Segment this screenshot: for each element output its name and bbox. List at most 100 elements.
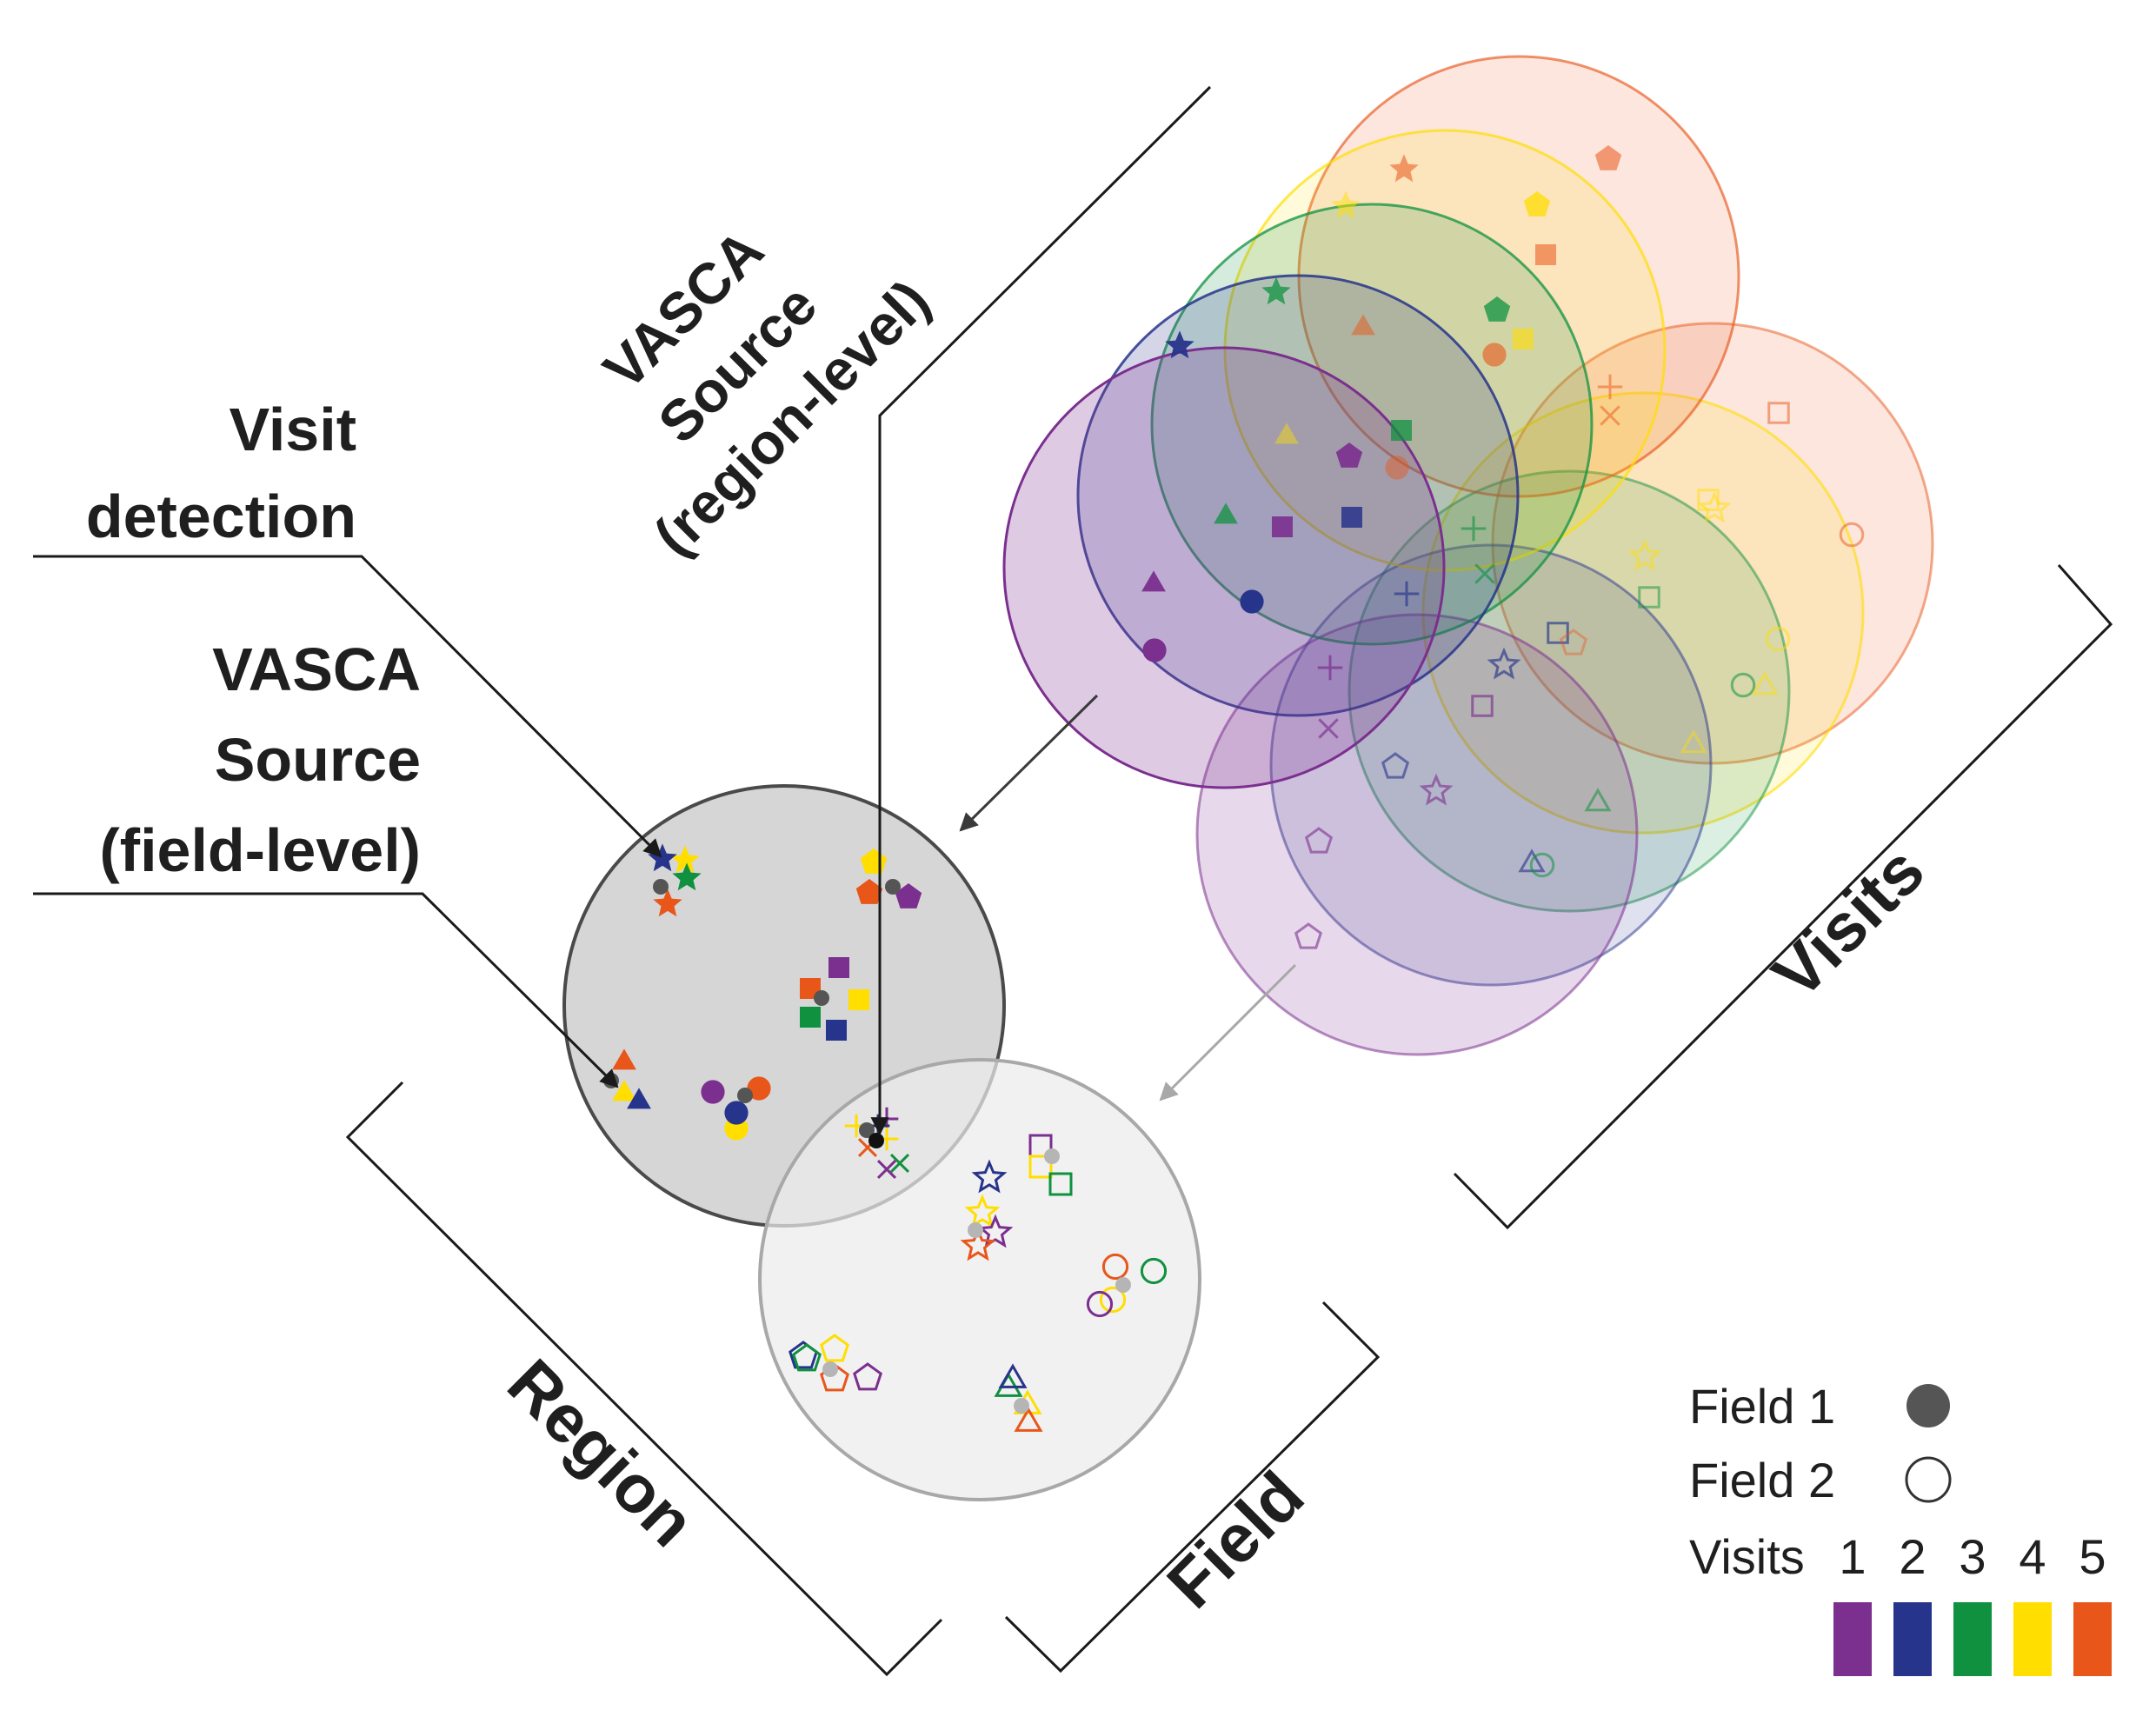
legend-field2-label: Field 2 [1689, 1453, 1835, 1507]
visit-detection-leader [33, 555, 662, 858]
legend: Field 1 Field 2 Visits 1 2 3 4 5 [1689, 1379, 2112, 1676]
field-bracket [1004, 1301, 1381, 1674]
visit3-square-marker [1391, 420, 1412, 441]
field2-visit5-circle [1491, 322, 1934, 765]
field2-source-dot-3 [1115, 1277, 1131, 1293]
region-visit1-cross-marker [876, 1159, 897, 1180]
field-visit3-circle-marker [1140, 1257, 1168, 1285]
region-bracket [345, 1081, 943, 1677]
source-field-leader [33, 892, 619, 1088]
visit1-pentagon-outline-marker [1304, 827, 1334, 854]
region-visit1-pentagon-marker [895, 883, 922, 908]
visit2-square-marker [1341, 507, 1362, 528]
source-field-line2: Source [215, 726, 421, 794]
region-visit1-circle-marker [701, 1080, 725, 1104]
field2-visit3-circle [1348, 469, 1791, 913]
legend-visit3-number: 3 [1959, 1529, 1986, 1584]
field-visit5-triangle-marker [1014, 1407, 1043, 1432]
legend-field2-marker [1905, 1456, 1952, 1503]
visit1-square-marker [1272, 516, 1293, 537]
visit4-star-outline-marker [1627, 538, 1662, 571]
visit5-circle-marker [1482, 343, 1507, 367]
visit4-square-marker [1513, 329, 1534, 349]
visit5-pentagon-marker [1594, 145, 1622, 170]
visit3-triangle-marker [1214, 502, 1238, 524]
field2-visit1-circle [1195, 613, 1639, 1056]
visits-to-field-arrow [1159, 963, 1297, 1101]
field-visit4-square-marker [1028, 1155, 1053, 1179]
visit1-plus-outline-marker [1317, 655, 1343, 681]
region-visit4-triangle-marker [612, 1080, 636, 1101]
visit4-triangle-outline-marker [1751, 671, 1779, 695]
visit1-circle-marker [1142, 638, 1167, 662]
visit5-circle-outline-marker [1839, 522, 1865, 548]
field-visit3-square-marker [1048, 1172, 1073, 1196]
field1-source-dot-3 [814, 990, 829, 1006]
visit5-triangle-marker [1351, 314, 1375, 336]
region-visit2-triangle-marker [627, 1088, 651, 1109]
visit4-circle-outline-marker [1765, 626, 1791, 652]
region-visit5-circle-marker [747, 1076, 771, 1101]
visit5-plus-outline-marker [1597, 374, 1623, 400]
visit3-pentagon-marker [1483, 296, 1511, 322]
field2-source-dot-5 [1014, 1398, 1029, 1414]
region-source-dot [868, 1133, 884, 1148]
aggregated-detection-markers [603, 843, 1168, 1432]
region-visit1-square-marker [828, 957, 849, 978]
region-visit2-square-marker [826, 1020, 847, 1041]
region-visit5-triangle-marker [612, 1048, 636, 1070]
visit5-cross-outline-marker [1600, 405, 1620, 426]
legend-visit4-number: 4 [2019, 1529, 2046, 1584]
visit5-square-marker [1535, 244, 1556, 265]
legend-visit5-swatch [2073, 1602, 2112, 1676]
visit2-square-outline-marker [1547, 622, 1569, 644]
region-visit2-circle-marker [724, 1101, 749, 1125]
field1-visit3-circle [1150, 203, 1594, 646]
visit3-circle-outline-marker [1529, 852, 1555, 878]
legend-visit3-swatch [1953, 1602, 1992, 1676]
legend-visit2-number: 2 [1899, 1529, 1926, 1584]
visit3-square-outline-marker [1638, 586, 1660, 609]
field-visit4-pentagon-marker [820, 1334, 849, 1362]
field2-visit2-circle [1269, 543, 1713, 987]
visit-detection-line1: Visit [229, 396, 356, 463]
field1-visit1-circle [1002, 346, 1446, 789]
visit3-plus-outline-marker [1461, 516, 1487, 542]
visit1-triangle-marker [1141, 570, 1166, 592]
visit-detection-markers [1141, 145, 1865, 949]
visit2-star-marker [1165, 330, 1194, 359]
visit5-square-outline-marker [1767, 402, 1790, 424]
visit5-pentagon-outline-marker [1559, 629, 1588, 656]
legend-visit5-number: 5 [2079, 1529, 2106, 1584]
legend-field1-label: Field 1 [1689, 1379, 1835, 1434]
field2-visit4-circle [1421, 391, 1865, 835]
visit1-square-outline-marker [1471, 695, 1494, 717]
visit-detection-line2: detection [86, 482, 356, 550]
visit4-triangle-marker [1274, 423, 1299, 444]
legend-visit1-swatch [1833, 1602, 1872, 1676]
source-field-line1: VASCA [212, 636, 421, 703]
field-visit1-star-marker [977, 1214, 1014, 1248]
visit4-star-marker [1331, 190, 1361, 219]
field1-source-dot-5 [737, 1088, 753, 1103]
source-field-line3: (field-level) [99, 816, 421, 884]
visit2-plus-outline-marker [1394, 581, 1420, 607]
field-visit4-circle-marker [1099, 1286, 1127, 1314]
field-visit3-pentagon-marker [792, 1343, 822, 1372]
field-visit1-pentagon-marker [853, 1362, 882, 1391]
region-visit2-star-marker [648, 843, 677, 872]
region-visit3-cross-marker [889, 1153, 910, 1174]
legend-visit2-swatch [1893, 1602, 1932, 1676]
legend-field1-marker [1906, 1384, 1950, 1428]
field-visit2-star-marker [971, 1159, 1008, 1194]
field-visit5-circle-marker [1101, 1253, 1129, 1281]
source-region-leader [870, 85, 1212, 1136]
visit1-pentagon-outline-marker [1294, 922, 1323, 949]
visit4-pentagon-marker [1523, 191, 1551, 216]
region-visit5-pentagon-marker [855, 879, 883, 904]
legend-visits-label: Visits [1689, 1529, 1805, 1584]
field-visit2-triangle-marker [998, 1363, 1028, 1388]
field1-source-dot-1 [653, 879, 669, 895]
